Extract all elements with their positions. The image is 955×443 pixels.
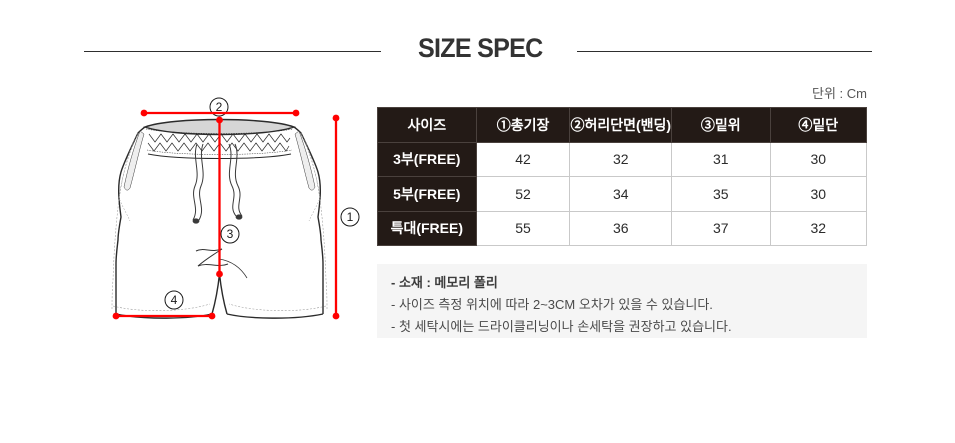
svg-text:4: 4 bbox=[171, 293, 178, 307]
svg-text:3: 3 bbox=[227, 227, 234, 241]
svg-text:1: 1 bbox=[347, 210, 354, 224]
